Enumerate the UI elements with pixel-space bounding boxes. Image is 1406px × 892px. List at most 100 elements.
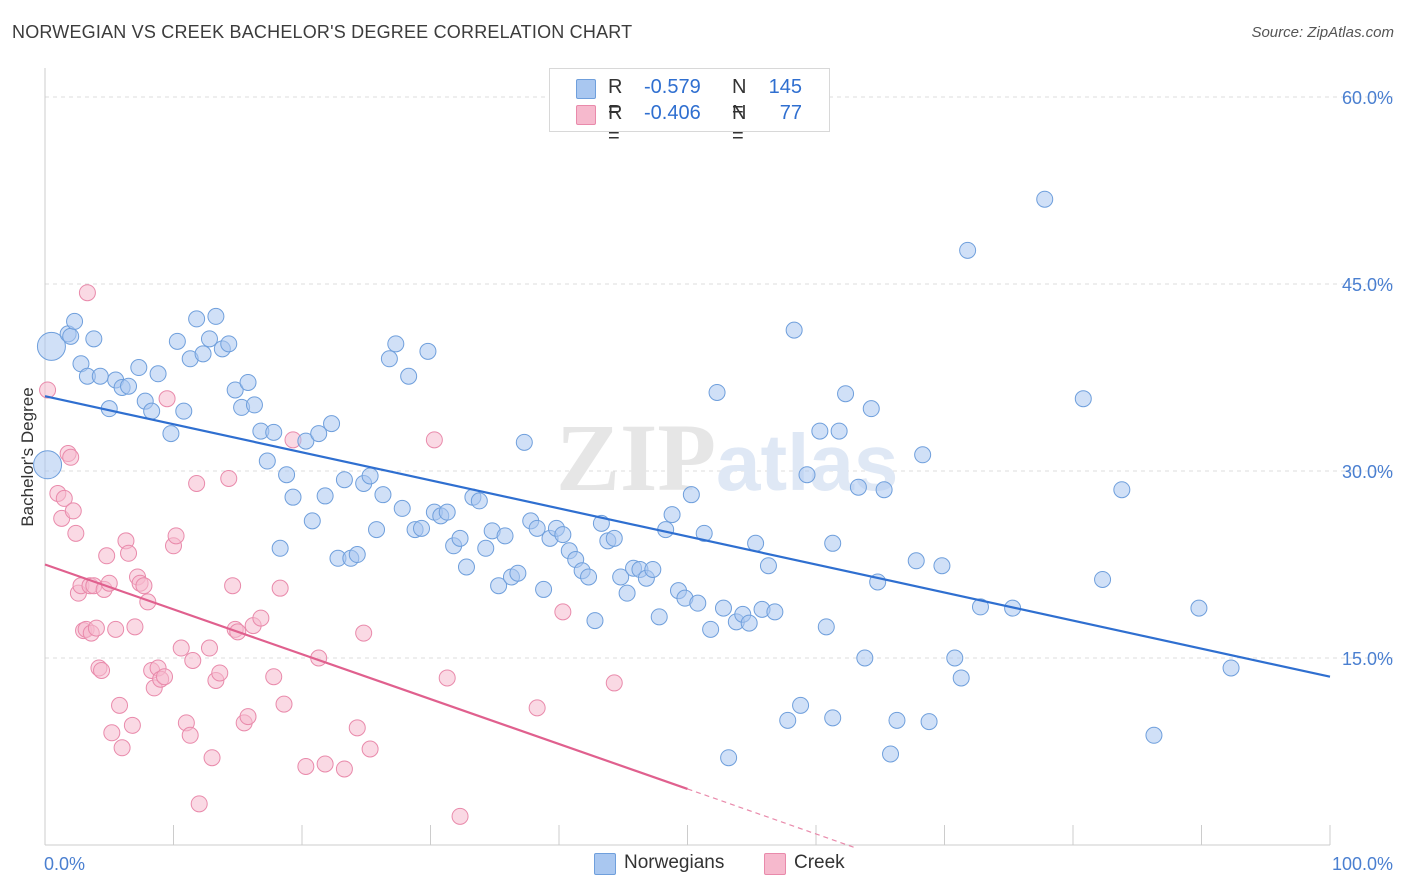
norwegians-point: [618, 584, 636, 602]
creek-point: [39, 381, 57, 399]
creek-point: [224, 577, 242, 595]
legend-swatch-pink: [764, 853, 786, 875]
norwegians-point: [310, 425, 328, 443]
norwegians-point: [528, 519, 546, 537]
norwegians-point: [91, 367, 109, 385]
creek-point: [62, 448, 80, 466]
norwegians-point: [612, 568, 630, 586]
creek-point: [93, 661, 111, 679]
y-tick-label: 60.0%: [1342, 88, 1393, 108]
norwegians-point: [702, 620, 720, 638]
creek-point: [181, 726, 199, 744]
norwegians-point: [85, 330, 103, 348]
norwegians-point: [413, 519, 431, 537]
creek-point: [355, 624, 373, 642]
norwegians-point: [875, 481, 893, 499]
y-tick-label: 15.0%: [1342, 649, 1393, 669]
legend-n-value: 77: [779, 102, 802, 124]
norwegians-point: [143, 402, 161, 420]
creek-points: [39, 284, 623, 825]
norwegians-point: [438, 503, 456, 521]
norwegians-point: [695, 524, 713, 542]
source-credit: Source: ZipAtlas.com: [1251, 24, 1394, 41]
norwegians-point: [708, 383, 726, 401]
creek-point: [275, 695, 293, 713]
creek-point: [297, 757, 315, 775]
norwegians-point: [451, 529, 469, 547]
creek-point: [605, 674, 623, 692]
norwegians-point: [1074, 390, 1092, 408]
norwegians-point: [952, 669, 970, 687]
norwegians-point: [515, 433, 533, 451]
y-tick-labels: 15.0% 30.0% 45.0% 60.0%: [1342, 88, 1393, 669]
norwegians-point: [36, 331, 66, 361]
norwegians-point: [162, 425, 180, 443]
creek-point: [64, 502, 82, 520]
legend-label-norwegians: Norwegians: [624, 852, 725, 873]
norwegians-point: [714, 599, 732, 617]
creek-point: [265, 668, 283, 686]
norwegians-point: [837, 385, 855, 403]
creek-point: [425, 431, 443, 449]
legend-swatch-blue: [594, 853, 616, 875]
norwegians-point: [194, 345, 212, 363]
norwegians-point: [720, 749, 738, 767]
creek-point: [438, 669, 456, 687]
norwegians-point: [303, 512, 321, 530]
creek-point: [316, 755, 334, 773]
norwegians-point: [785, 321, 803, 339]
trend-lines: [44, 395, 1331, 849]
creek-point: [200, 639, 218, 657]
norwegians-point: [1145, 726, 1163, 744]
chart-title: NORWEGIAN VS CREEK BACHELOR'S DEGREE COR…: [12, 22, 633, 42]
creek-point: [271, 579, 289, 597]
norwegians-point: [361, 467, 379, 485]
creek-point: [113, 739, 131, 757]
norwegians-point: [33, 450, 63, 480]
x-tick-label-max: 100.0%: [1332, 854, 1393, 874]
creek-point: [188, 474, 206, 492]
norwegians-point: [856, 649, 874, 667]
norwegians-point: [120, 377, 138, 395]
norwegians-point: [188, 310, 206, 328]
y-axis-label: Bachelor's Degree: [18, 387, 37, 526]
creek-point: [98, 547, 116, 565]
creek-point: [123, 716, 141, 734]
creek-point: [239, 708, 257, 726]
legend-swatch-pink: [576, 105, 596, 125]
creek-point: [103, 724, 121, 742]
norwegians-point: [470, 492, 488, 510]
norwegians-point: [226, 381, 244, 399]
creek-point: [190, 795, 208, 813]
norwegians-point: [207, 307, 225, 325]
norwegians-point: [824, 534, 842, 552]
norwegians-point: [1094, 570, 1112, 588]
legend-swatch-blue: [576, 79, 596, 99]
norwegians-point: [380, 350, 398, 368]
norwegians-point: [168, 332, 186, 350]
norwegians-point: [149, 365, 167, 383]
norwegians-point: [817, 618, 835, 636]
norwegians-point: [920, 713, 938, 731]
norwegians-point: [509, 564, 527, 582]
norwegians-point: [862, 400, 880, 418]
creek-point: [158, 390, 176, 408]
legend-label-creek: Creek: [794, 852, 845, 873]
norwegians-point: [271, 539, 289, 557]
norwegians-point: [265, 423, 283, 441]
norwegians-point: [200, 330, 218, 348]
norwegians-point: [1036, 190, 1054, 208]
norwegians-point: [650, 608, 668, 626]
creek-point: [348, 719, 366, 737]
creek-trend-line: [44, 563, 688, 790]
creek-point: [554, 603, 572, 621]
norwegians-point: [682, 486, 700, 504]
legend-r-value: -0.406: [644, 102, 701, 124]
norwegians-point: [535, 580, 553, 598]
norwegians-point: [368, 521, 386, 539]
y-tick-label: 45.0%: [1342, 275, 1393, 295]
norwegians-point: [554, 526, 572, 544]
norwegians-point: [586, 612, 604, 630]
norwegians-point: [933, 557, 951, 575]
legend-r-label: R =: [608, 76, 623, 121]
